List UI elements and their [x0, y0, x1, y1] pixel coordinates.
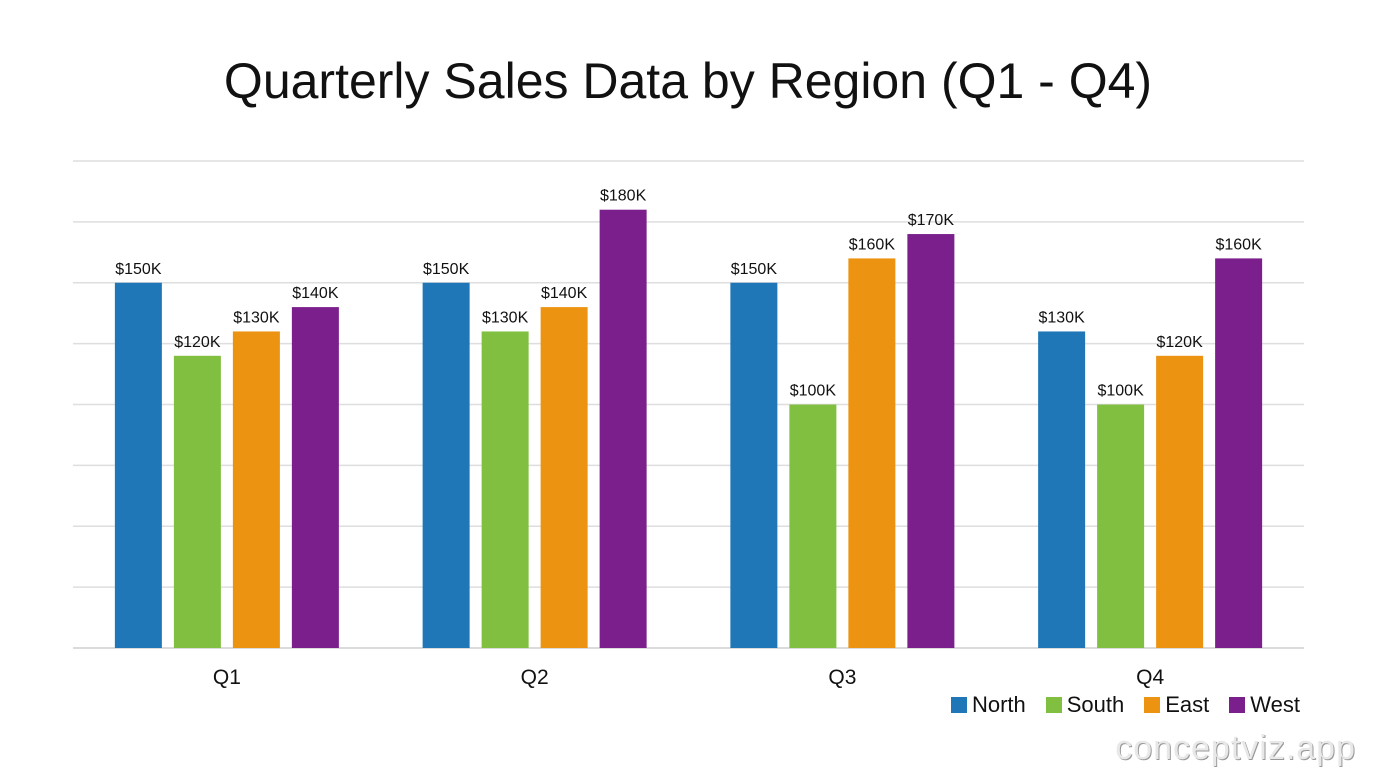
- data-label: $140K: [541, 285, 588, 302]
- bar-north-q3: [730, 282, 778, 648]
- bar-south-q4: [1097, 404, 1145, 648]
- legend-swatch: [950, 697, 967, 713]
- legend-item-north: North: [950, 692, 1026, 718]
- chart-title: Quarterly Sales Data by Region (Q1 - Q4): [223, 53, 1153, 109]
- data-label: $100K: [1097, 383, 1144, 400]
- bar-east-q1: [232, 331, 280, 648]
- data-label: $160K: [1215, 236, 1262, 253]
- data-label: $180K: [600, 188, 647, 205]
- data-label: $130K: [1038, 309, 1085, 326]
- bar-south-q1: [173, 355, 221, 648]
- x-tick-label: Q2: [521, 666, 549, 689]
- x-tick-label: Q4: [1136, 666, 1164, 689]
- legend-swatch: [1045, 697, 1062, 713]
- legend-label: East: [1165, 692, 1210, 717]
- data-label: $130K: [482, 309, 529, 326]
- legend-swatch: [1144, 697, 1161, 713]
- x-tick-label: Q1: [213, 666, 241, 689]
- watermark: conceptviz.app: [1115, 729, 1356, 767]
- bar-west-q3: [907, 234, 955, 649]
- data-label: $130K: [233, 309, 280, 326]
- bar-east-q3: [848, 258, 896, 648]
- bar-north-q4: [1038, 331, 1086, 648]
- legend-label: West: [1250, 692, 1300, 717]
- data-label: $120K: [1156, 334, 1203, 351]
- legend-label: North: [971, 692, 1026, 717]
- x-tick-label: Q3: [828, 666, 856, 689]
- data-label: $160K: [849, 236, 896, 253]
- bar-west-q4: [1215, 258, 1263, 648]
- bar-west-q1: [291, 307, 339, 648]
- data-label: $150K: [115, 261, 162, 278]
- legend-item-east: East: [1144, 692, 1209, 718]
- data-label: $150K: [423, 261, 470, 278]
- bar-east-q2: [540, 307, 588, 648]
- legend-item-south: South: [1045, 692, 1125, 718]
- data-label: $120K: [174, 334, 221, 351]
- bar-east-q4: [1156, 355, 1204, 648]
- legend-label: South: [1066, 692, 1125, 717]
- data-label: $100K: [790, 383, 837, 400]
- legend-swatch: [1229, 697, 1246, 713]
- bar-north-q1: [114, 282, 162, 648]
- data-label: $140K: [292, 285, 339, 302]
- bar-south-q2: [481, 331, 529, 648]
- bar-north-q2: [422, 282, 470, 648]
- bar-south-q3: [789, 404, 837, 648]
- bar-west-q2: [599, 209, 647, 648]
- legend-item-west: West: [1229, 692, 1300, 718]
- data-label: $150K: [731, 261, 778, 278]
- data-label: $170K: [908, 212, 955, 229]
- legend: North South East West: [950, 692, 1300, 718]
